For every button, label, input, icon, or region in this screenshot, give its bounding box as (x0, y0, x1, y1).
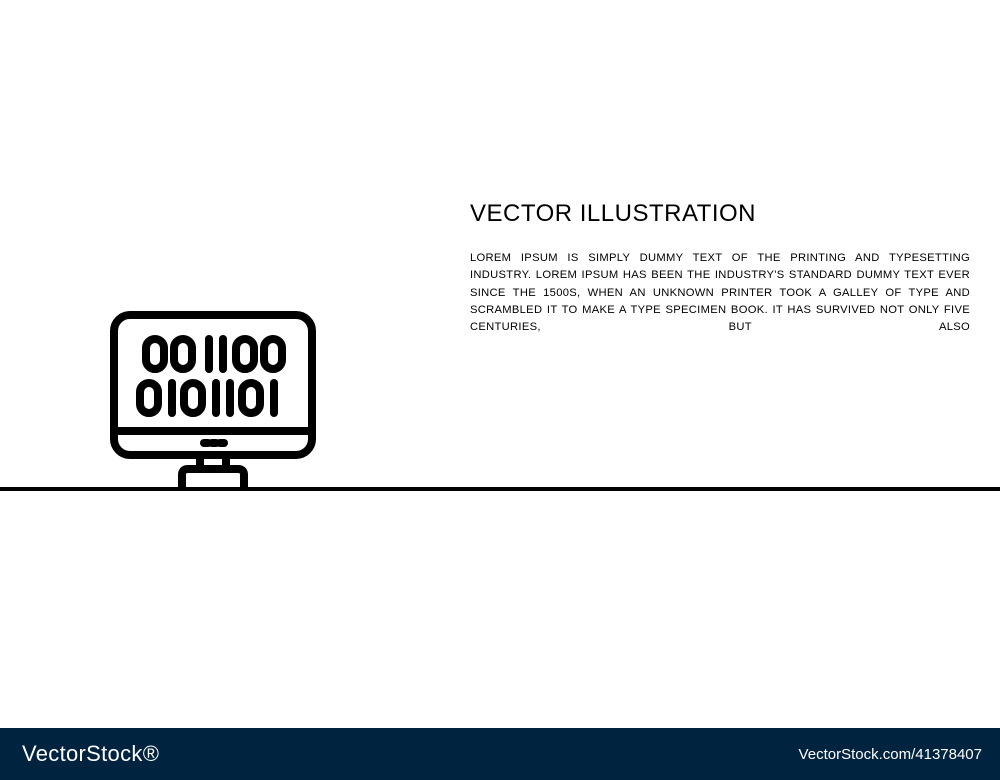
footer-brand: VectorStock® (22, 741, 159, 767)
text-block: VECTOR ILLUSTRATION LOREM IPSUM IS SIMPL… (470, 200, 970, 337)
footer-bar: VectorStock® VectorStock.com/41378407 (0, 728, 1000, 780)
heading: VECTOR ILLUSTRATION (470, 200, 970, 228)
footer-id: VectorStock.com/41378407 (799, 746, 982, 763)
infographic-canvas: VECTOR ILLUSTRATION LOREM IPSUM IS SIMPL… (0, 0, 1000, 780)
body-paragraph: LOREM IPSUM IS SIMPLY DUMMY TEXT OF THE … (470, 250, 970, 337)
computer-binary-icon (108, 309, 318, 491)
